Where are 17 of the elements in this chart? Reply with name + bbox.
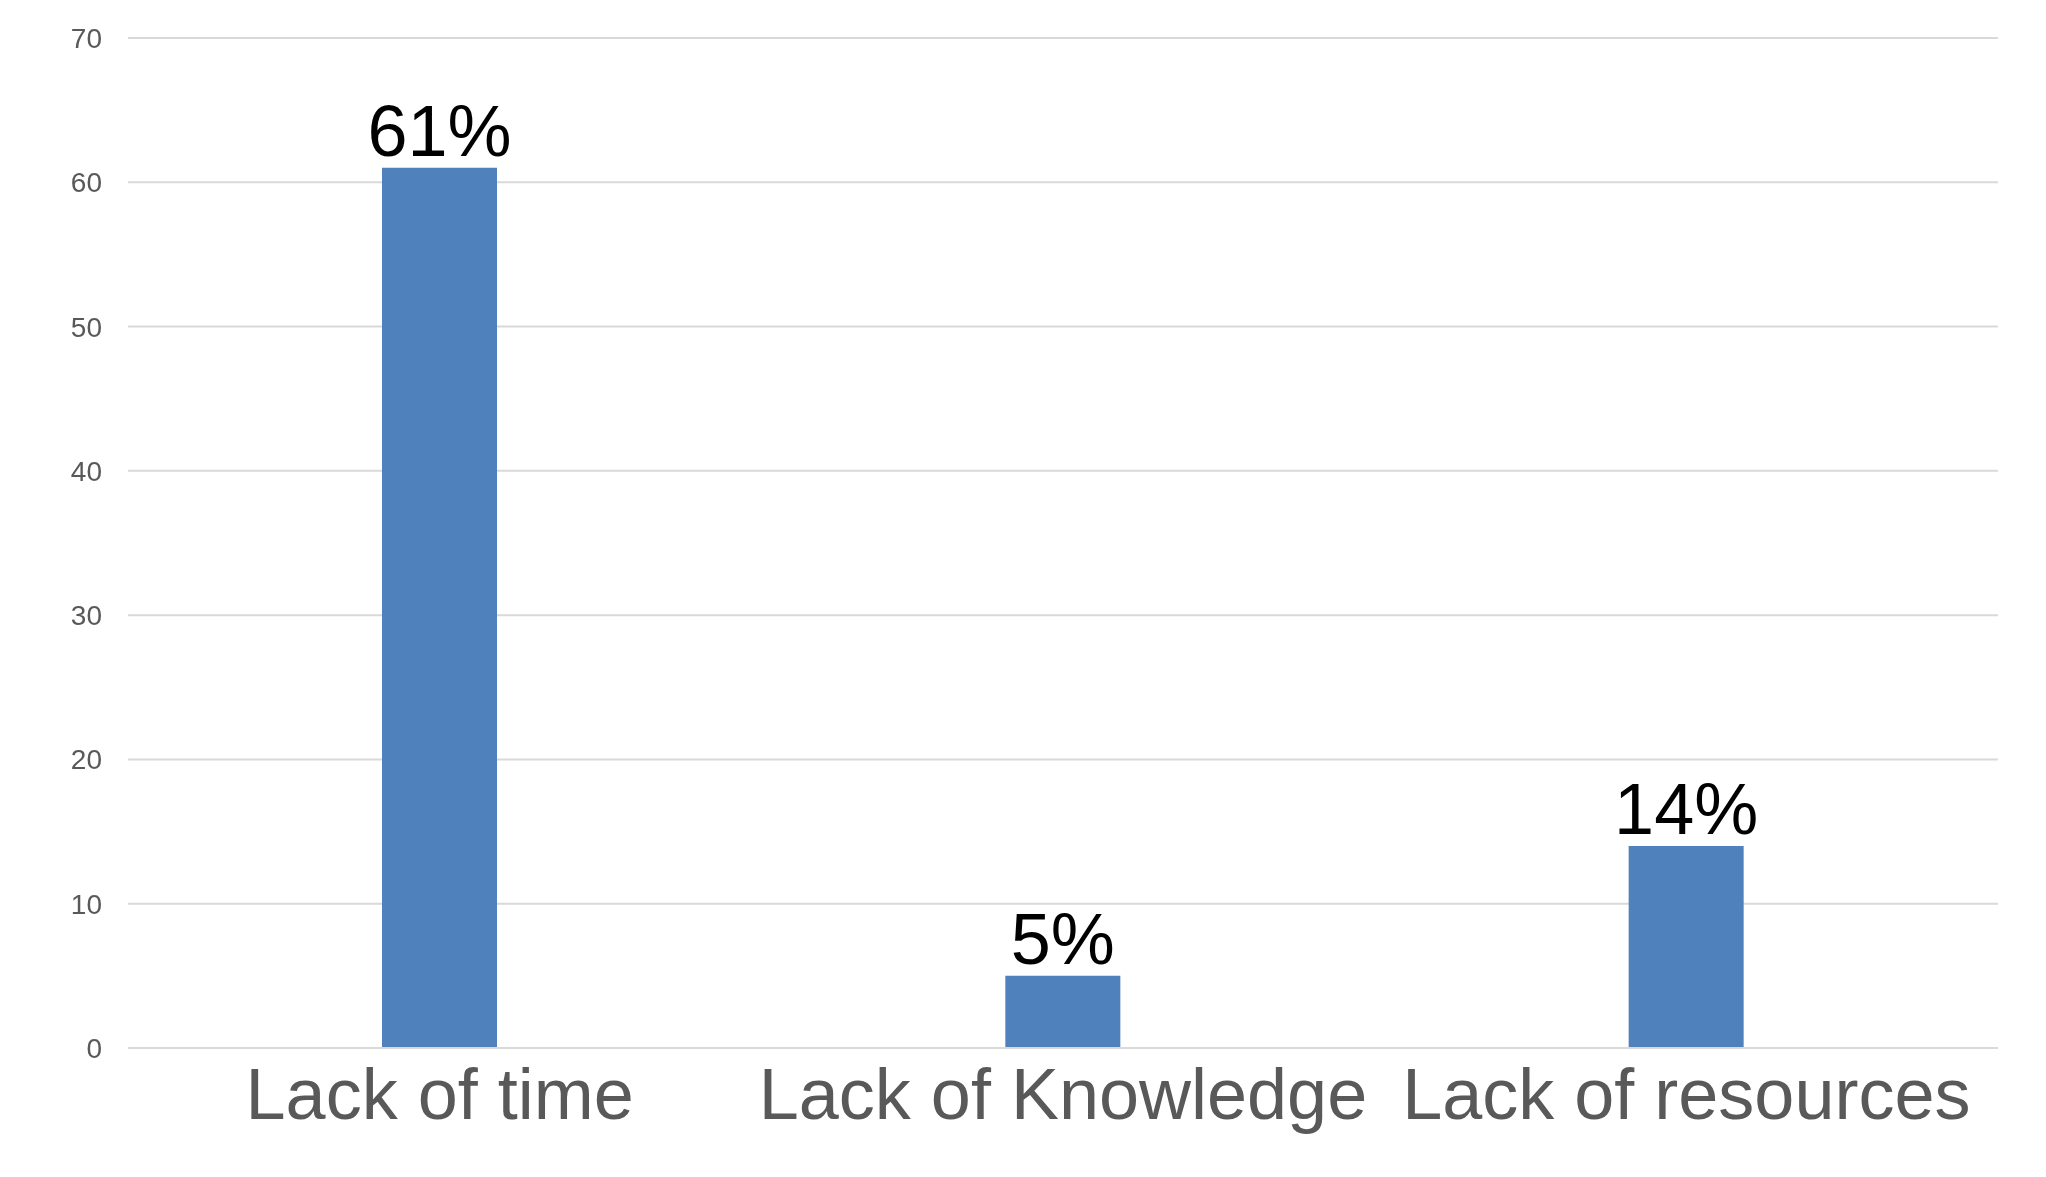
y-tick-label: 0 xyxy=(86,1032,102,1064)
y-tick-label: 20 xyxy=(70,744,102,776)
bar xyxy=(1005,975,1121,1048)
y-tick-label: 30 xyxy=(70,600,102,632)
x-tick-label: Lack of time xyxy=(245,1054,634,1135)
y-tick-label: 60 xyxy=(70,167,102,199)
y-tick-label: 70 xyxy=(70,22,102,54)
data-label: 61% xyxy=(367,90,512,171)
data-label: 5% xyxy=(1010,898,1115,979)
y-tick-label: 10 xyxy=(70,888,102,920)
y-tick-label: 40 xyxy=(70,455,102,487)
bar xyxy=(382,167,497,1048)
x-tick-label: Lack of Knowledge xyxy=(758,1054,1368,1135)
data-label: 14% xyxy=(1614,769,1759,849)
x-tick-label: Lack of resources xyxy=(1402,1054,1971,1135)
bar xyxy=(1628,846,1744,1048)
y-tick-label: 50 xyxy=(70,311,102,343)
